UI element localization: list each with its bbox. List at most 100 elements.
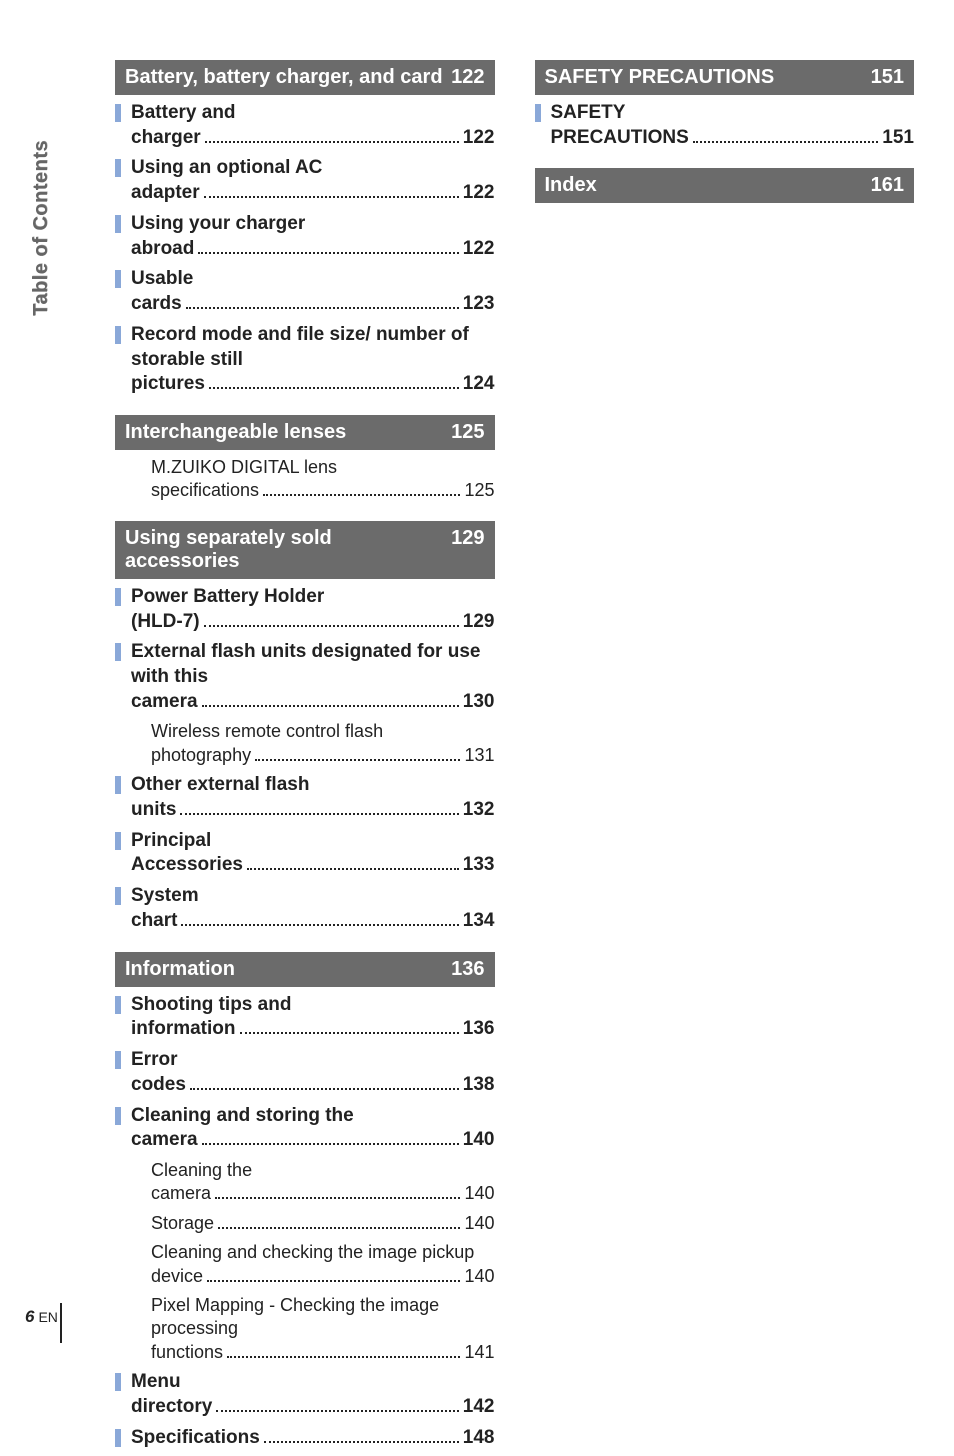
- toc-entry[interactable]: Specifications148: [115, 1426, 495, 1451]
- toc-subentry[interactable]: Cleaning and checking the image pickup d…: [151, 1241, 495, 1288]
- toc-entry[interactable]: Error codes138: [115, 1048, 495, 1097]
- toc-label-prefix: Using your charger: [131, 212, 495, 237]
- toc-entry[interactable]: Usable cards123: [115, 267, 495, 316]
- toc-subentry[interactable]: Cleaning the camera140: [151, 1159, 495, 1206]
- toc-entry[interactable]: Using your charger abroad122: [115, 212, 495, 261]
- leader-dots: [218, 1213, 460, 1229]
- leader-line: photography131: [151, 744, 495, 767]
- page-footer: 6EN: [25, 1307, 58, 1327]
- toc-entry[interactable]: SAFETY PRECAUTIONS151: [535, 101, 915, 150]
- leader-dots: [263, 480, 460, 496]
- toc-entry[interactable]: Menu directory142: [115, 1370, 495, 1419]
- toc-label-prefix: System: [131, 884, 495, 909]
- toc-label-tail: (HLD-7): [131, 610, 200, 635]
- leader-line: camera140: [151, 1182, 495, 1205]
- section-title: Information: [125, 958, 235, 981]
- toc-label-prefix: Error: [131, 1048, 495, 1073]
- toc-label-prefix: Usable: [131, 267, 495, 292]
- bullet-icon: [535, 104, 541, 122]
- toc-subentry[interactable]: M.ZUIKO DIGITAL lens specifications125: [151, 456, 495, 503]
- toc-entry[interactable]: Battery and charger122: [115, 101, 495, 150]
- toc-entry[interactable]: System chart134: [115, 884, 495, 933]
- leader-line: PRECAUTIONS151: [551, 126, 915, 151]
- bullet-icon: [115, 643, 121, 661]
- toc-page: 122: [463, 181, 495, 206]
- section-title: Using separately sold accessories: [125, 527, 451, 573]
- bullet-icon: [115, 270, 121, 288]
- leader-line: adapter122: [131, 181, 495, 206]
- section-header: Information 136: [115, 952, 495, 987]
- leader-dots: [215, 1183, 460, 1199]
- toc-entry-text: Specifications148: [131, 1426, 495, 1451]
- leader-line: codes138: [131, 1073, 495, 1098]
- leader-dots: [202, 1128, 459, 1145]
- bullet-icon: [115, 1429, 121, 1447]
- section-header: Using separately sold accessories129: [115, 521, 495, 579]
- leader-dots: [202, 690, 459, 707]
- toc-entry[interactable]: Shooting tips and information136: [115, 993, 495, 1042]
- toc-label-tail: Storage: [151, 1212, 214, 1235]
- section-header: Battery, battery charger, and card122: [115, 60, 495, 95]
- leader-line: Storage140: [151, 1212, 495, 1235]
- toc-label-tail: units: [131, 798, 176, 823]
- toc-entry[interactable]: Using an optional AC adapter122: [115, 156, 495, 205]
- column-left: Battery, battery charger, and card122 Bat…: [115, 60, 495, 1456]
- toc-entry-text: Usable cards123: [131, 267, 495, 316]
- toc-entry-text: Battery and charger122: [131, 101, 495, 150]
- leader-dots: [204, 610, 459, 627]
- bullet-icon: [115, 159, 121, 177]
- toc-label-tail: cards: [131, 292, 182, 317]
- toc-label-prefix: Wireless remote control flash: [151, 720, 495, 743]
- toc-entry[interactable]: Principal Accessories133: [115, 829, 495, 878]
- column-right: SAFETY PRECAUTIONS151SAFETY PRECAUTIONS1…: [535, 60, 915, 1456]
- toc-entry[interactable]: Power Battery Holder (HLD-7) 129: [115, 585, 495, 634]
- leader-dots: [693, 126, 879, 143]
- toc-label-prefix: Principal: [131, 829, 495, 854]
- section-page: 122: [451, 66, 484, 89]
- toc-subentry[interactable]: Pixel Mapping - Checking the image proce…: [151, 1294, 495, 1364]
- leader-dots: [209, 372, 459, 389]
- leader-line: camera 140: [131, 1128, 495, 1153]
- toc-entry-text: SAFETY PRECAUTIONS151: [551, 101, 915, 150]
- toc-subentry[interactable]: Wireless remote control flash photograph…: [151, 720, 495, 767]
- toc-label-prefix: M.ZUIKO DIGITAL lens: [151, 456, 495, 479]
- leader-dots: [255, 745, 460, 761]
- toc-label-prefix: SAFETY: [551, 101, 915, 126]
- toc-label-prefix: External flash units designated for use …: [131, 640, 495, 689]
- toc-entry-text: Using your charger abroad122: [131, 212, 495, 261]
- leader-dots: [181, 909, 458, 926]
- toc-label-prefix: Power Battery Holder: [131, 585, 495, 610]
- toc-entry[interactable]: Other external flash units132: [115, 773, 495, 822]
- section-title: Index: [545, 174, 597, 197]
- leader-line: camera130: [131, 690, 495, 715]
- toc-page: 151: [882, 126, 914, 151]
- leader-dots: [264, 1426, 459, 1443]
- toc-entry[interactable]: External flash units designated for use …: [115, 640, 495, 714]
- toc-label-prefix: Cleaning and storing the: [131, 1104, 495, 1129]
- toc-page: 141: [464, 1341, 494, 1364]
- footer-divider: [60, 1303, 62, 1343]
- toc-page: 134: [463, 909, 495, 934]
- toc-page: 140: [464, 1182, 494, 1205]
- leader-dots: [216, 1395, 458, 1412]
- toc-page: 133: [463, 853, 495, 878]
- side-tab-label: Table of Contents: [30, 140, 53, 316]
- toc-label-prefix: Cleaning and checking the image pickup: [151, 1241, 495, 1264]
- toc-label-prefix: Menu: [131, 1370, 495, 1395]
- toc-label-tail: information: [131, 1017, 236, 1042]
- section-title: SAFETY PRECAUTIONS: [545, 66, 775, 89]
- toc-label-tail: device: [151, 1265, 203, 1288]
- section-page: 136: [451, 958, 484, 981]
- toc-label-tail: camera: [131, 1128, 198, 1153]
- leader-line: pictures124: [131, 372, 495, 397]
- toc-label-prefix: Battery and: [131, 101, 495, 126]
- toc-entry[interactable]: Cleaning and storing the camera 140: [115, 1104, 495, 1153]
- columns: Battery, battery charger, and card122 Bat…: [60, 60, 914, 1456]
- page-lang: EN: [38, 1309, 57, 1325]
- toc-subentry[interactable]: Storage140: [151, 1212, 495, 1235]
- toc-entry[interactable]: Record mode and file size/ number of sto…: [115, 323, 495, 397]
- toc-page: 140: [463, 1128, 495, 1153]
- toc-label-prefix: Record mode and file size/ number of sto…: [131, 323, 495, 372]
- toc-page: 129: [463, 610, 495, 635]
- toc-label-prefix: Other external flash: [131, 773, 495, 798]
